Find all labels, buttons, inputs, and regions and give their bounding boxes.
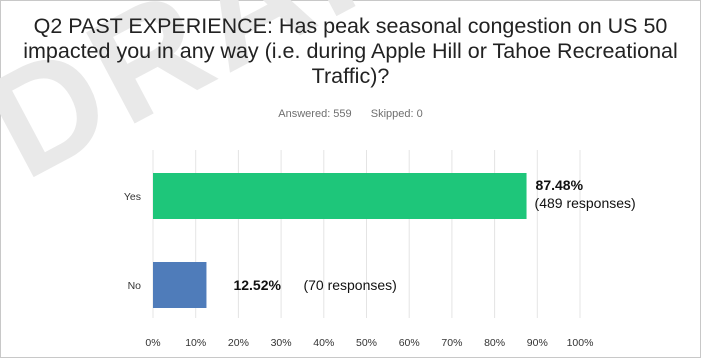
x-tick-label: 50%	[356, 337, 377, 349]
x-tick-label: 10%	[185, 337, 206, 349]
skipped-count: Skipped: 0	[370, 108, 423, 120]
x-tick-label: 40%	[313, 337, 334, 349]
category-label: Yes	[124, 191, 141, 203]
x-tick-label: 30%	[271, 337, 292, 349]
x-tick-label: 60%	[399, 337, 420, 349]
category-label: No	[128, 280, 142, 292]
x-tick-label: 80%	[484, 337, 505, 349]
x-tick-label: 0%	[145, 337, 160, 349]
value-label: 12.52%	[233, 277, 281, 293]
x-tick-label: 100%	[567, 337, 594, 349]
chart-title: Q2 PAST EXPERIENCE: Has peak seasonal co…	[23, 14, 678, 88]
x-tick-label: 20%	[228, 337, 249, 349]
value-label: 87.48%	[536, 177, 584, 193]
response-summary: Answered: 559 Skipped: 0	[0, 108, 701, 120]
bar-yes	[153, 173, 527, 219]
answered-count: Answered: 559	[278, 108, 352, 120]
bar-no	[153, 262, 207, 308]
x-tick-label: 90%	[527, 337, 548, 349]
x-tick-label: 70%	[441, 337, 462, 349]
response-count-label: (489 responses)	[535, 195, 636, 211]
response-count-label: (70 responses)	[303, 277, 396, 293]
